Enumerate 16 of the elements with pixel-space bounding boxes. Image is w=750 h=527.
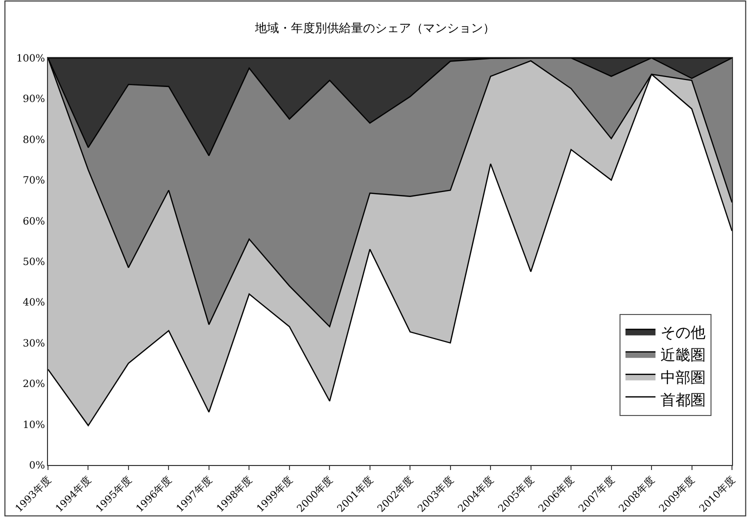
y-tick-label: 10% — [22, 420, 45, 431]
y-tick-label: 40% — [22, 298, 45, 309]
y-tick-label: 70% — [22, 176, 45, 187]
y-tick-label: 100% — [16, 54, 45, 64]
y-tick-label: 20% — [22, 379, 45, 390]
y-tick-label: 0% — [29, 460, 45, 472]
y-tick-label: 60% — [22, 216, 45, 228]
legend-label: 中部圏 — [660, 368, 706, 386]
chart-title: 地域・年度別供給量のシェア（マンション） — [254, 21, 495, 36]
y-tick-label: 80% — [22, 134, 45, 146]
y-tick-label: 30% — [22, 338, 45, 350]
legend-label: 首都圏 — [660, 390, 706, 409]
legend-label: その他 — [660, 323, 706, 342]
y-tick-label: 90% — [22, 94, 45, 106]
y-tick-label: 50% — [22, 257, 45, 268]
legend-label: 近畿圏 — [660, 346, 706, 364]
